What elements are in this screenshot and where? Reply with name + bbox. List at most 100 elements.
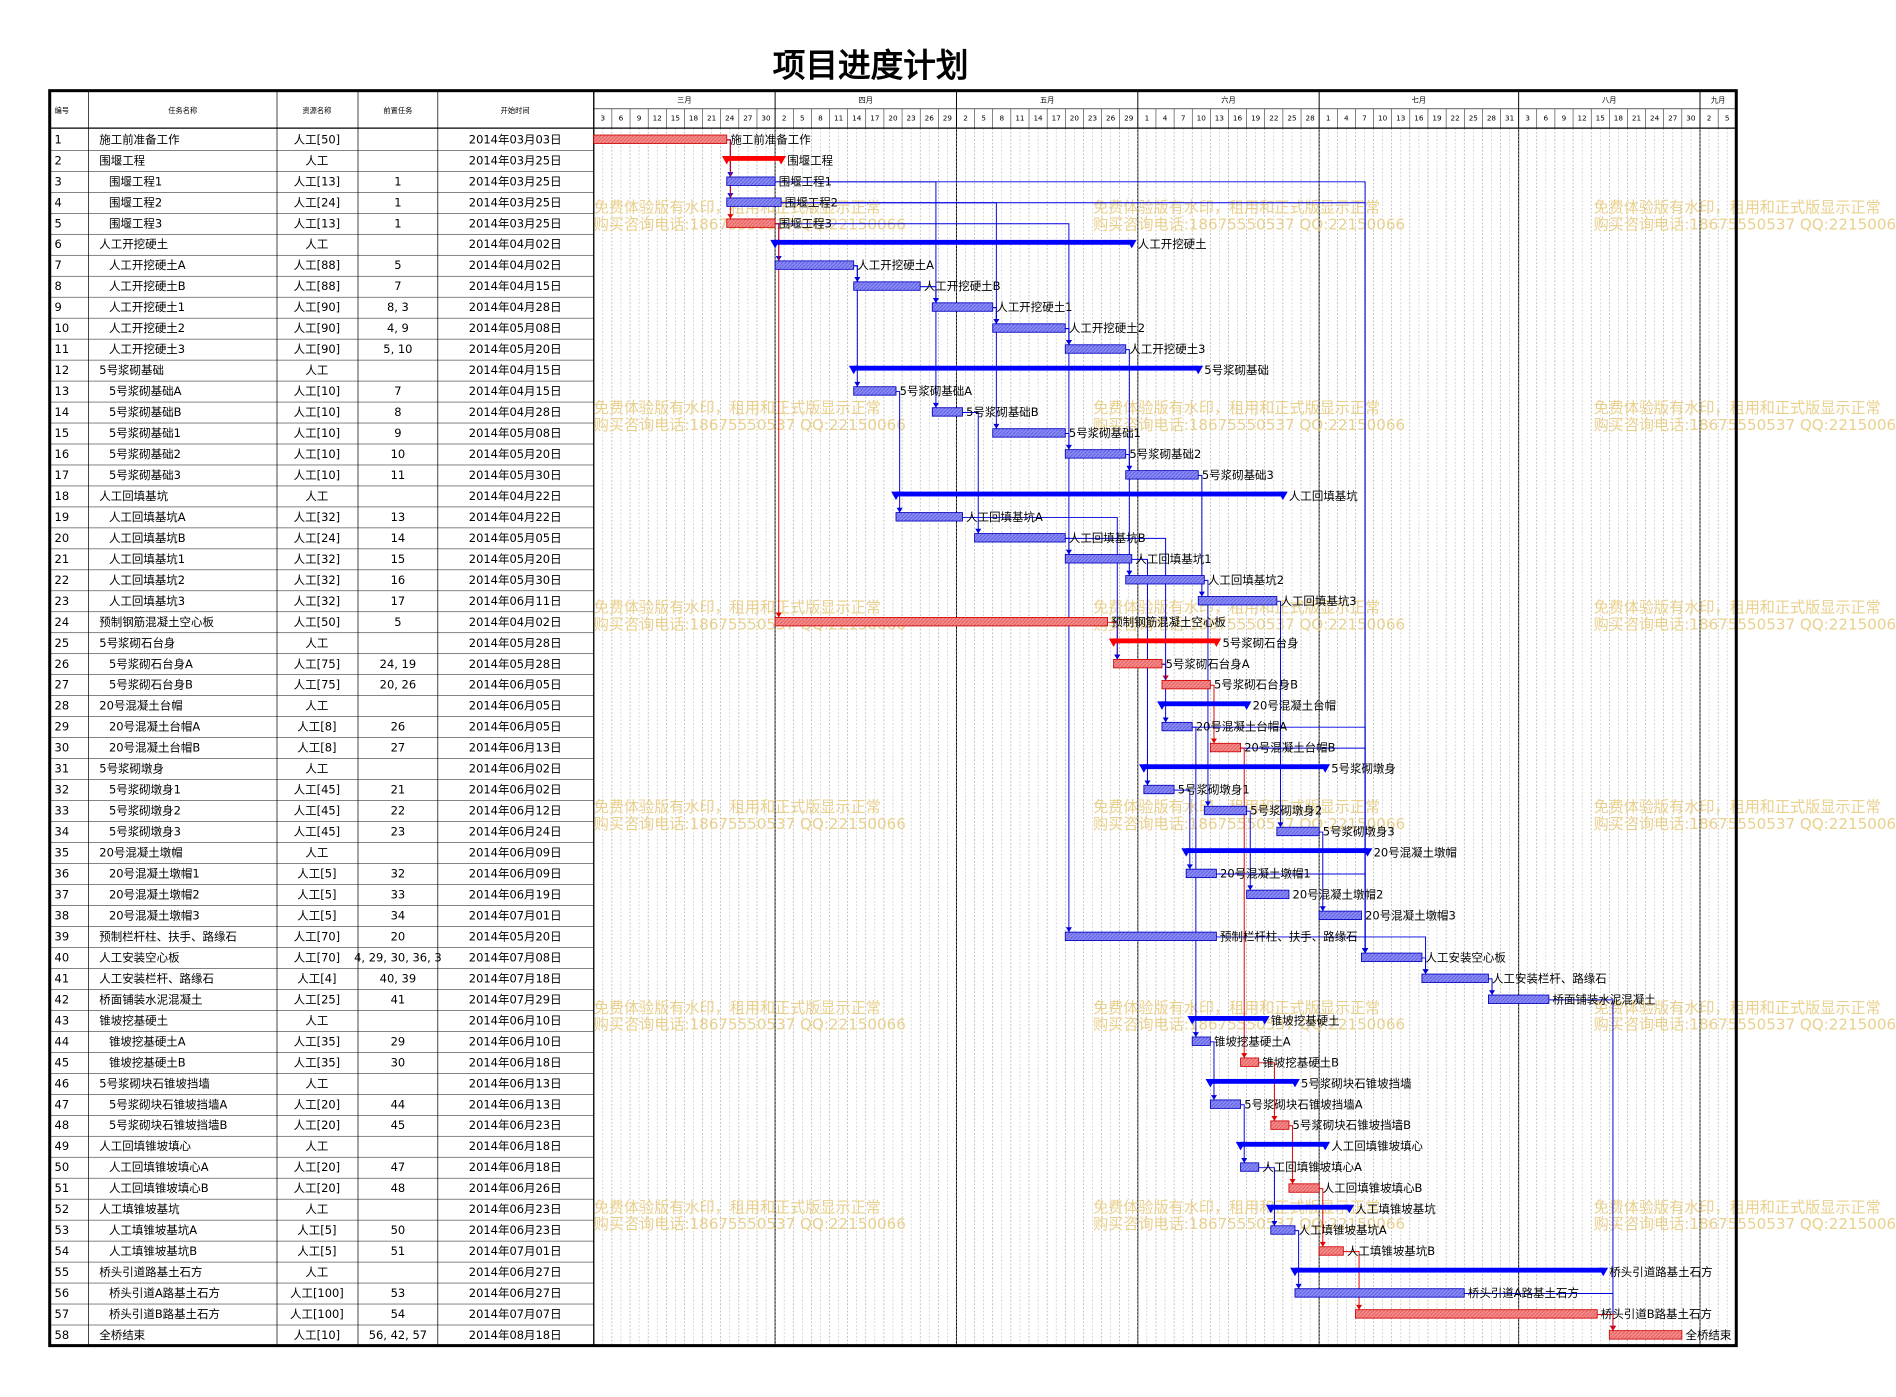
summary-cap [776, 155, 786, 165]
link-arrow [1295, 1283, 1302, 1289]
cell: 8 [55, 279, 62, 293]
day-label: 13 [1215, 113, 1225, 122]
cell: 6 [55, 237, 62, 251]
cell: 人工安装栏杆、路缘石 [99, 971, 214, 985]
bar-label: 人工开挖硬土A [857, 258, 934, 272]
link-arrow [1241, 1158, 1248, 1163]
cell: 人工 [305, 636, 328, 650]
cell: 锥坡挖基硬土B [109, 1055, 186, 1069]
watermark: 购买咨询电话:18675550537 QQ:22150066 [1594, 215, 1896, 233]
cell: 2014年07月18日 [469, 971, 562, 985]
dependency-link [1319, 1188, 1324, 1247]
summary-bar [1270, 1204, 1350, 1210]
cell: 7 [55, 258, 62, 272]
cell: 23 [391, 825, 406, 839]
cell: 49 [55, 1139, 70, 1153]
bar-label: 5号浆砌基础B [966, 405, 1039, 419]
watermark: 购买咨询电话:18675550537 QQ:22150066 [1594, 1215, 1896, 1233]
cell: 人工[35] [294, 1034, 340, 1048]
dependency-link [1065, 537, 1167, 681]
dependency-link [1294, 1230, 1300, 1289]
dependency-link [1210, 684, 1215, 744]
cell: 20, 26 [380, 678, 416, 692]
month-label: 八月 [1602, 95, 1617, 104]
cell: 50 [391, 1223, 406, 1237]
cell: 人工[10] [294, 384, 340, 398]
task-bar [1270, 1120, 1290, 1130]
bar-label: 围堰工程2 [785, 195, 838, 209]
summary-cap [721, 155, 732, 165]
link-arrow [1162, 717, 1169, 723]
cell: 2014年06月19日 [469, 887, 562, 901]
dependency-link [1192, 726, 1197, 1037]
bar-label: 全桥结束 [1685, 1328, 1731, 1342]
day-label: 23 [1088, 113, 1098, 122]
summary-cap [1187, 1016, 1198, 1025]
link-arrow [775, 612, 782, 618]
cell: 41 [391, 992, 406, 1006]
task-bar [1209, 1099, 1242, 1109]
cell: 2014年03月25日 [469, 195, 562, 209]
cell: 18 [55, 489, 70, 503]
day-label: 29 [1124, 113, 1134, 122]
cell: 20号混凝土墩帽3 [109, 908, 200, 922]
bar-label: 桥头引道路基土石方 [1609, 1265, 1712, 1279]
cell: 人工开挖硬土3 [109, 342, 185, 356]
day-label: 26 [1106, 113, 1116, 122]
cell: 人工[20] [294, 1097, 340, 1111]
cell: 人工回填基坑 [99, 489, 168, 503]
cell: 5号浆砌石台身B [109, 678, 193, 692]
day-label: 11 [1015, 113, 1024, 122]
summary-cap [1362, 848, 1373, 857]
task-bar [726, 197, 782, 207]
cell: 32 [391, 867, 406, 881]
cell: 22 [391, 804, 406, 818]
watermark: 购买咨询电话:18675550537 QQ:22150066 [1594, 1016, 1896, 1034]
cell: 人工[70] [294, 929, 340, 943]
link-arrow [1126, 570, 1133, 576]
cell: 2014年05月28日 [469, 636, 562, 650]
cell: 20号混凝土墩帽1 [109, 867, 200, 881]
watermark: 免费体验版有水印，租用和正式版显示正常 [594, 1198, 881, 1216]
task-bar [992, 323, 1066, 333]
day-label: 21 [707, 113, 716, 122]
cell: 人工 [305, 153, 328, 167]
bar-label: 人工安装空心板 [1426, 950, 1507, 964]
summary-bar [1210, 1078, 1295, 1084]
cell: 2014年04月02日 [469, 258, 562, 272]
summary-cap [1259, 1016, 1270, 1025]
day-label: 2 [782, 113, 787, 122]
day-label: 1 [1145, 113, 1150, 122]
cell: 人工 [305, 237, 328, 251]
bar-label: 人工回填锥坡填心 [1331, 1139, 1423, 1153]
cell: 20号混凝土台帽B [109, 741, 200, 755]
cell: 13 [55, 384, 70, 398]
cell: 33 [391, 887, 406, 901]
summary-bar [1192, 1016, 1265, 1021]
day-label: 3 [1525, 113, 1530, 122]
dependency-link [1204, 579, 1209, 807]
summary-cap [1344, 1204, 1355, 1214]
dependency-link [896, 391, 901, 513]
cell: 2014年06月26日 [469, 1181, 562, 1195]
cell: 2014年05月30日 [469, 573, 562, 587]
link-arrow [1271, 1220, 1278, 1226]
cell: 人工[45] [294, 804, 340, 818]
bar-label: 20号混凝土墩帽1 [1220, 867, 1311, 881]
cell: 2014年05月05日 [469, 531, 562, 545]
bar-label: 5号浆砌基础1 [1069, 426, 1141, 440]
day-label: 15 [671, 113, 680, 122]
cell: 2014年06月18日 [469, 1160, 562, 1174]
bar-label: 5号浆砌墩身 [1331, 762, 1396, 776]
day-label: 8 [818, 113, 823, 122]
cell: 人工回填锥坡填心B [109, 1181, 209, 1195]
cell: 围堰工程3 [109, 216, 162, 230]
cell: 20号混凝土墩帽2 [109, 887, 200, 901]
bar-label: 5号浆砌基础A [900, 384, 973, 398]
day-label: 17 [1052, 113, 1061, 122]
cell: 43 [55, 1013, 70, 1027]
day-label: 6 [619, 113, 624, 122]
column-header: 开始时间 [501, 106, 530, 115]
cell: 2014年06月02日 [469, 783, 562, 797]
